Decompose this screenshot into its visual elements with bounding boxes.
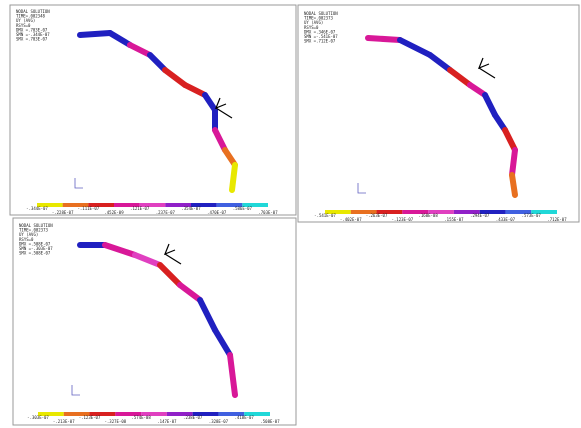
legend-label: .574E-08	[131, 415, 151, 420]
legend-label: .433E-07	[496, 217, 516, 222]
legend-label: .294E-07	[470, 213, 490, 218]
legend-label: .147E-07	[157, 419, 177, 424]
legend-label: -.213E-07	[53, 419, 75, 424]
beam-segment	[232, 165, 235, 190]
legend-label: .508E-07	[260, 419, 280, 424]
legend-label: .452E-09	[104, 210, 124, 215]
legend-label: .712E-07	[547, 217, 567, 222]
info-line: SMX =.508E-07	[19, 251, 51, 256]
info-line: SMX =.712E-07	[304, 39, 336, 44]
legend-label: .238E-07	[183, 415, 203, 420]
legend-label: .160E-08	[418, 213, 438, 218]
legend-label: .470E-07	[207, 210, 227, 215]
legend-label: -.344E-07	[26, 206, 48, 211]
panel-frame	[10, 5, 296, 215]
beam-segment	[512, 175, 515, 195]
legend-label: -.541E-07	[314, 213, 336, 218]
legend-label: -.303E-07	[27, 415, 49, 420]
legend-label: -.111E-07	[77, 206, 99, 211]
legend-label: .237E-07	[156, 210, 176, 215]
legend-label: .354E-07	[181, 206, 201, 211]
legend-label: .586E-07	[233, 206, 253, 211]
legend-label: .155E-07	[444, 217, 464, 222]
beam-segment	[512, 150, 515, 175]
info-line: SMX =.703E-07	[16, 37, 48, 42]
legend-label: -.228E-07	[52, 210, 74, 215]
legend-label: -.123E-07	[79, 415, 101, 420]
beam-segment	[80, 33, 110, 35]
legend-label: .703E-07	[258, 210, 278, 215]
legend-label: -.402E-07	[340, 217, 362, 222]
legend-label: .121E-07	[130, 206, 150, 211]
panel-frame	[298, 5, 579, 222]
legend-label: -.123E-07	[391, 217, 413, 222]
screenshot: NODAL SOLUTIONTIME=.002348UY (AVG)RSYS=0…	[0, 0, 581, 428]
beam-segment	[368, 38, 400, 40]
panel-frame	[13, 218, 296, 425]
legend-label: .418E-07	[235, 415, 255, 420]
legend-label: .573E-07	[522, 213, 542, 218]
legend-label: .328E-07	[209, 419, 229, 424]
legend-label: -.327E-08	[104, 419, 126, 424]
legend-label: -.263E-07	[366, 213, 388, 218]
